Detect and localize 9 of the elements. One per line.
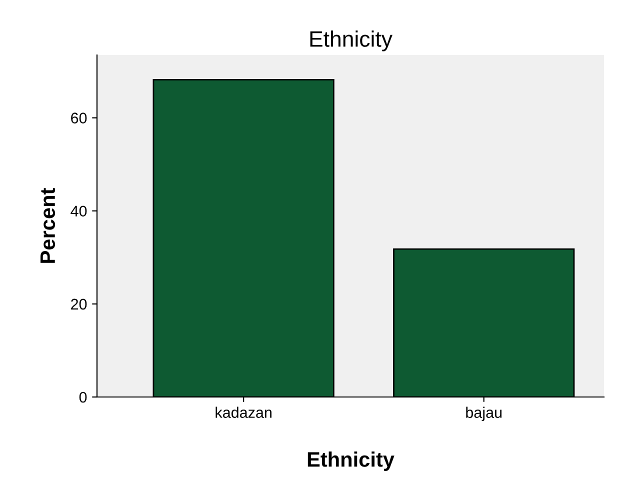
y-tick-label: 60 bbox=[71, 112, 87, 124]
y-tick-label: 20 bbox=[71, 298, 87, 310]
chart-title: Ethnicity bbox=[310, 30, 392, 52]
y-axis-title: Percent bbox=[40, 188, 56, 263]
y-tick-label: 0 bbox=[79, 392, 87, 403]
x-tick-label: bajau bbox=[466, 406, 502, 421]
x-tick-label: kadazan bbox=[216, 406, 272, 418]
y-tick-label: 40 bbox=[70, 206, 87, 217]
x-axis-title: Ethnicity bbox=[308, 452, 394, 471]
